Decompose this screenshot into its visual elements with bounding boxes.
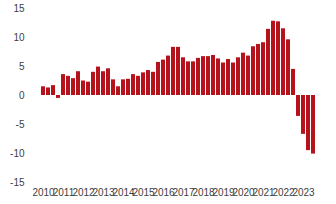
svg-text:2011: 2011 [52, 186, 75, 198]
svg-text:2010: 2010 [32, 187, 55, 198]
svg-text:2014: 2014 [112, 186, 135, 198]
svg-text:-15: -15 [10, 177, 25, 188]
svg-text:-5: -5 [16, 119, 25, 130]
svg-text:0: 0 [19, 90, 25, 101]
svg-text:10: 10 [13, 32, 25, 43]
svg-text:2023: 2023 [292, 187, 315, 198]
svg-text:-10: -10 [10, 148, 25, 159]
svg-text:2022: 2022 [272, 186, 295, 198]
svg-text:2013: 2013 [92, 186, 115, 198]
svg-text:2015: 2015 [132, 186, 155, 198]
svg-text:2016: 2016 [152, 186, 175, 198]
svg-text:2012: 2012 [72, 186, 95, 198]
svg-text:15: 15 [13, 3, 25, 14]
svg-text:2019: 2019 [212, 186, 235, 198]
svg-text:5: 5 [19, 61, 25, 72]
svg-text:2021: 2021 [252, 186, 275, 198]
svg-text:2017: 2017 [172, 186, 195, 198]
svg-text:2020: 2020 [232, 186, 255, 198]
svg-text:2018: 2018 [192, 186, 215, 198]
